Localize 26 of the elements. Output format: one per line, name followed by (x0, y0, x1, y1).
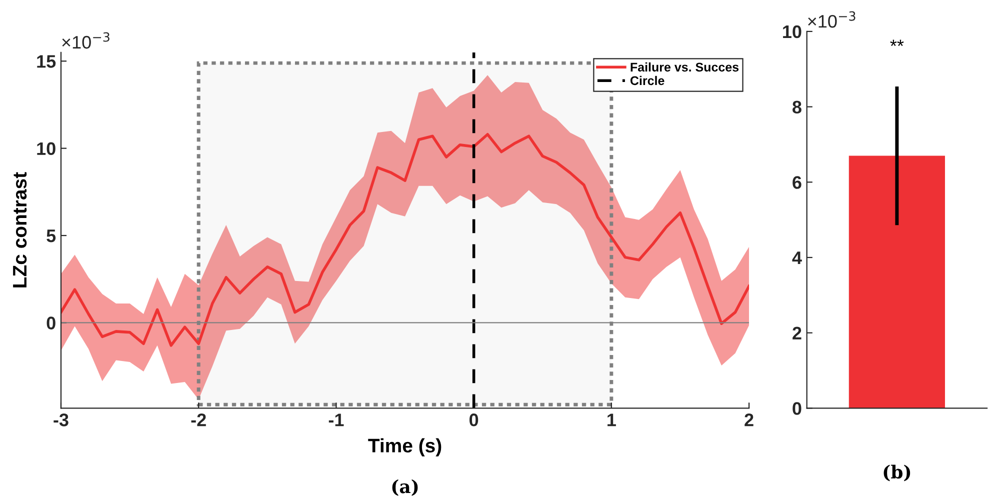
x-tick-label: 2 (744, 414, 754, 426)
text: ×10$^{−3}$ (808, 11, 856, 28)
line-series (60, 132, 750, 347)
y-axis-title: LZc contrast (13, 172, 27, 288)
x-tick-label: 1 (608, 414, 616, 426)
y-tick-label: 6 (792, 176, 802, 189)
text: (a) (392, 479, 418, 496)
x-tick-label: -2 (191, 414, 206, 426)
y-tick-label: 10 (37, 142, 56, 156)
y-tick-label: 4 (792, 252, 802, 264)
y-tick-label: 15 (37, 55, 56, 68)
x-axis-title: Time (s) (368, 438, 442, 456)
annotation: ** (890, 40, 904, 46)
y-tick-label: 5 (46, 230, 56, 242)
x-tick-label: -3 (54, 414, 68, 426)
x-tick-label: 0 (470, 414, 478, 426)
y-tick-label: 0 (46, 316, 56, 330)
y-tick-label: 2 (792, 326, 802, 340)
ref-line-label: Circle (630, 76, 664, 86)
text: (b) (884, 464, 910, 482)
text: ×10$^{−3}$ (62, 32, 110, 49)
legend-label: Failure vs. Succes (630, 62, 739, 72)
y-tick-label: 0 (792, 402, 802, 415)
y-tick-label: 10 (783, 25, 802, 38)
x-tick-label: -1 (328, 414, 344, 426)
y-tick-label: 8 (792, 100, 802, 114)
